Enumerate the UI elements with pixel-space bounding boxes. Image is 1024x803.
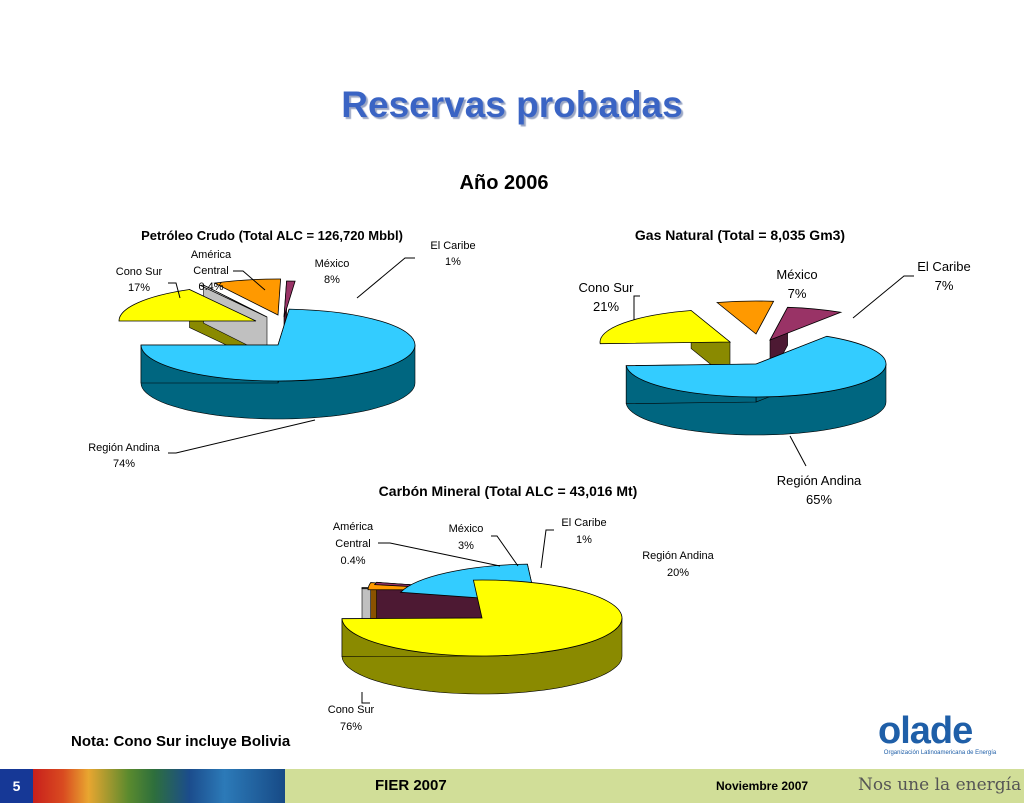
slogan: Nos une la energía <box>858 775 1022 795</box>
logo-tagline: Organización Latinoamericana de Energía <box>883 750 997 756</box>
slice-label-value: 7% <box>935 278 954 293</box>
pie-gas <box>599 300 887 436</box>
slice-label-value: 1% <box>445 256 461 268</box>
slice-label-value: 1% <box>576 534 592 546</box>
slice-label-value: 0.4% <box>198 281 223 293</box>
pie-petroleo <box>118 278 416 420</box>
chart-title-carbon: Carbón Mineral (Total ALC = 43,016 Mt) <box>379 483 638 499</box>
slice-label-value: 3% <box>458 540 474 552</box>
slice-label-name: Cono Sur <box>579 280 635 295</box>
slice-label-value: 20% <box>667 567 689 579</box>
page-number: 5 <box>0 769 33 803</box>
slice-label-name: México <box>776 267 817 282</box>
pie-slice-regi-n-andina <box>140 308 416 382</box>
footer-decorative-image <box>33 769 285 803</box>
slice-label-name: El Caribe <box>561 517 606 529</box>
slice-label-name-line1: América <box>333 521 374 533</box>
slice-label-value: 76% <box>340 721 362 733</box>
slice-label-value: 8% <box>324 274 340 286</box>
slice-label-value: 21% <box>593 299 619 314</box>
slice-label-name: Región Andina <box>642 550 714 562</box>
olade-logo: olade Organización Latinoamericana de En… <box>878 712 1002 760</box>
slice-label-value: 74% <box>113 458 135 470</box>
slice-label-value: 0.4% <box>340 555 365 567</box>
leaders-carbon <box>361 529 554 704</box>
slice-label-name: México <box>315 258 350 270</box>
slice-label-value: 17% <box>128 282 150 294</box>
slice-label-value: 65% <box>806 492 832 507</box>
labels-petroleo: Cono Sur 17% América Central 0.4% México… <box>88 240 475 470</box>
slide-title: Reservas probadas <box>341 84 683 125</box>
pie-slice-cono-sur <box>341 579 623 657</box>
pie-slice-cono-sur <box>118 289 257 322</box>
event-date: Noviembre 2007 <box>716 779 809 793</box>
labels-carbon: América Central 0.4% México 3% El Caribe… <box>328 517 715 733</box>
pie-slice-regi-n-andina <box>625 335 887 398</box>
event-name: FIER 2007 <box>375 777 447 794</box>
logo-wordmark: olade <box>878 710 973 752</box>
slice-label-name: México <box>449 523 484 535</box>
pie-slice-m-xico <box>716 300 775 335</box>
slice-label-name-line2: Central <box>193 265 228 277</box>
slice-label-name-line1: América <box>191 249 232 261</box>
footer-bar: 5 FIER 2007 Noviembre 2007 Nos une la en… <box>0 769 1024 803</box>
pie-slice-el-caribe <box>283 280 296 318</box>
labels-gas: Cono Sur 21% México 7% El Caribe 7% Regi… <box>579 259 971 507</box>
slice-label-name-line2: Central <box>335 538 370 550</box>
pie-carbon <box>341 563 623 695</box>
pie-slice-m-xico <box>213 278 282 316</box>
pie-slice-el-caribe <box>769 306 843 341</box>
pie-slice-cono-sur <box>599 310 732 345</box>
slice-label-name: Región Andina <box>88 442 160 454</box>
footnote: Nota: Cono Sur incluye Bolivia <box>71 733 291 750</box>
chart-title-gas: Gas Natural (Total = 8,035 Gm3) <box>635 227 845 243</box>
slide-subtitle: Año 2006 <box>459 172 549 194</box>
slice-label-name: Cono Sur <box>328 704 375 716</box>
leaders-gas <box>633 275 914 467</box>
pie-slice-am-rica-central <box>199 284 268 318</box>
slice-label-name: El Caribe <box>917 259 970 274</box>
slice-label-name: El Caribe <box>430 240 475 252</box>
leaders-petroleo <box>168 257 415 454</box>
chart-title-petroleo: Petróleo Crudo (Total ALC = 126,720 Mbbl… <box>141 228 403 243</box>
slice-label-value: 7% <box>788 286 807 301</box>
slice-label-name: Cono Sur <box>116 266 163 278</box>
slice-label-name: Región Andina <box>777 473 862 488</box>
